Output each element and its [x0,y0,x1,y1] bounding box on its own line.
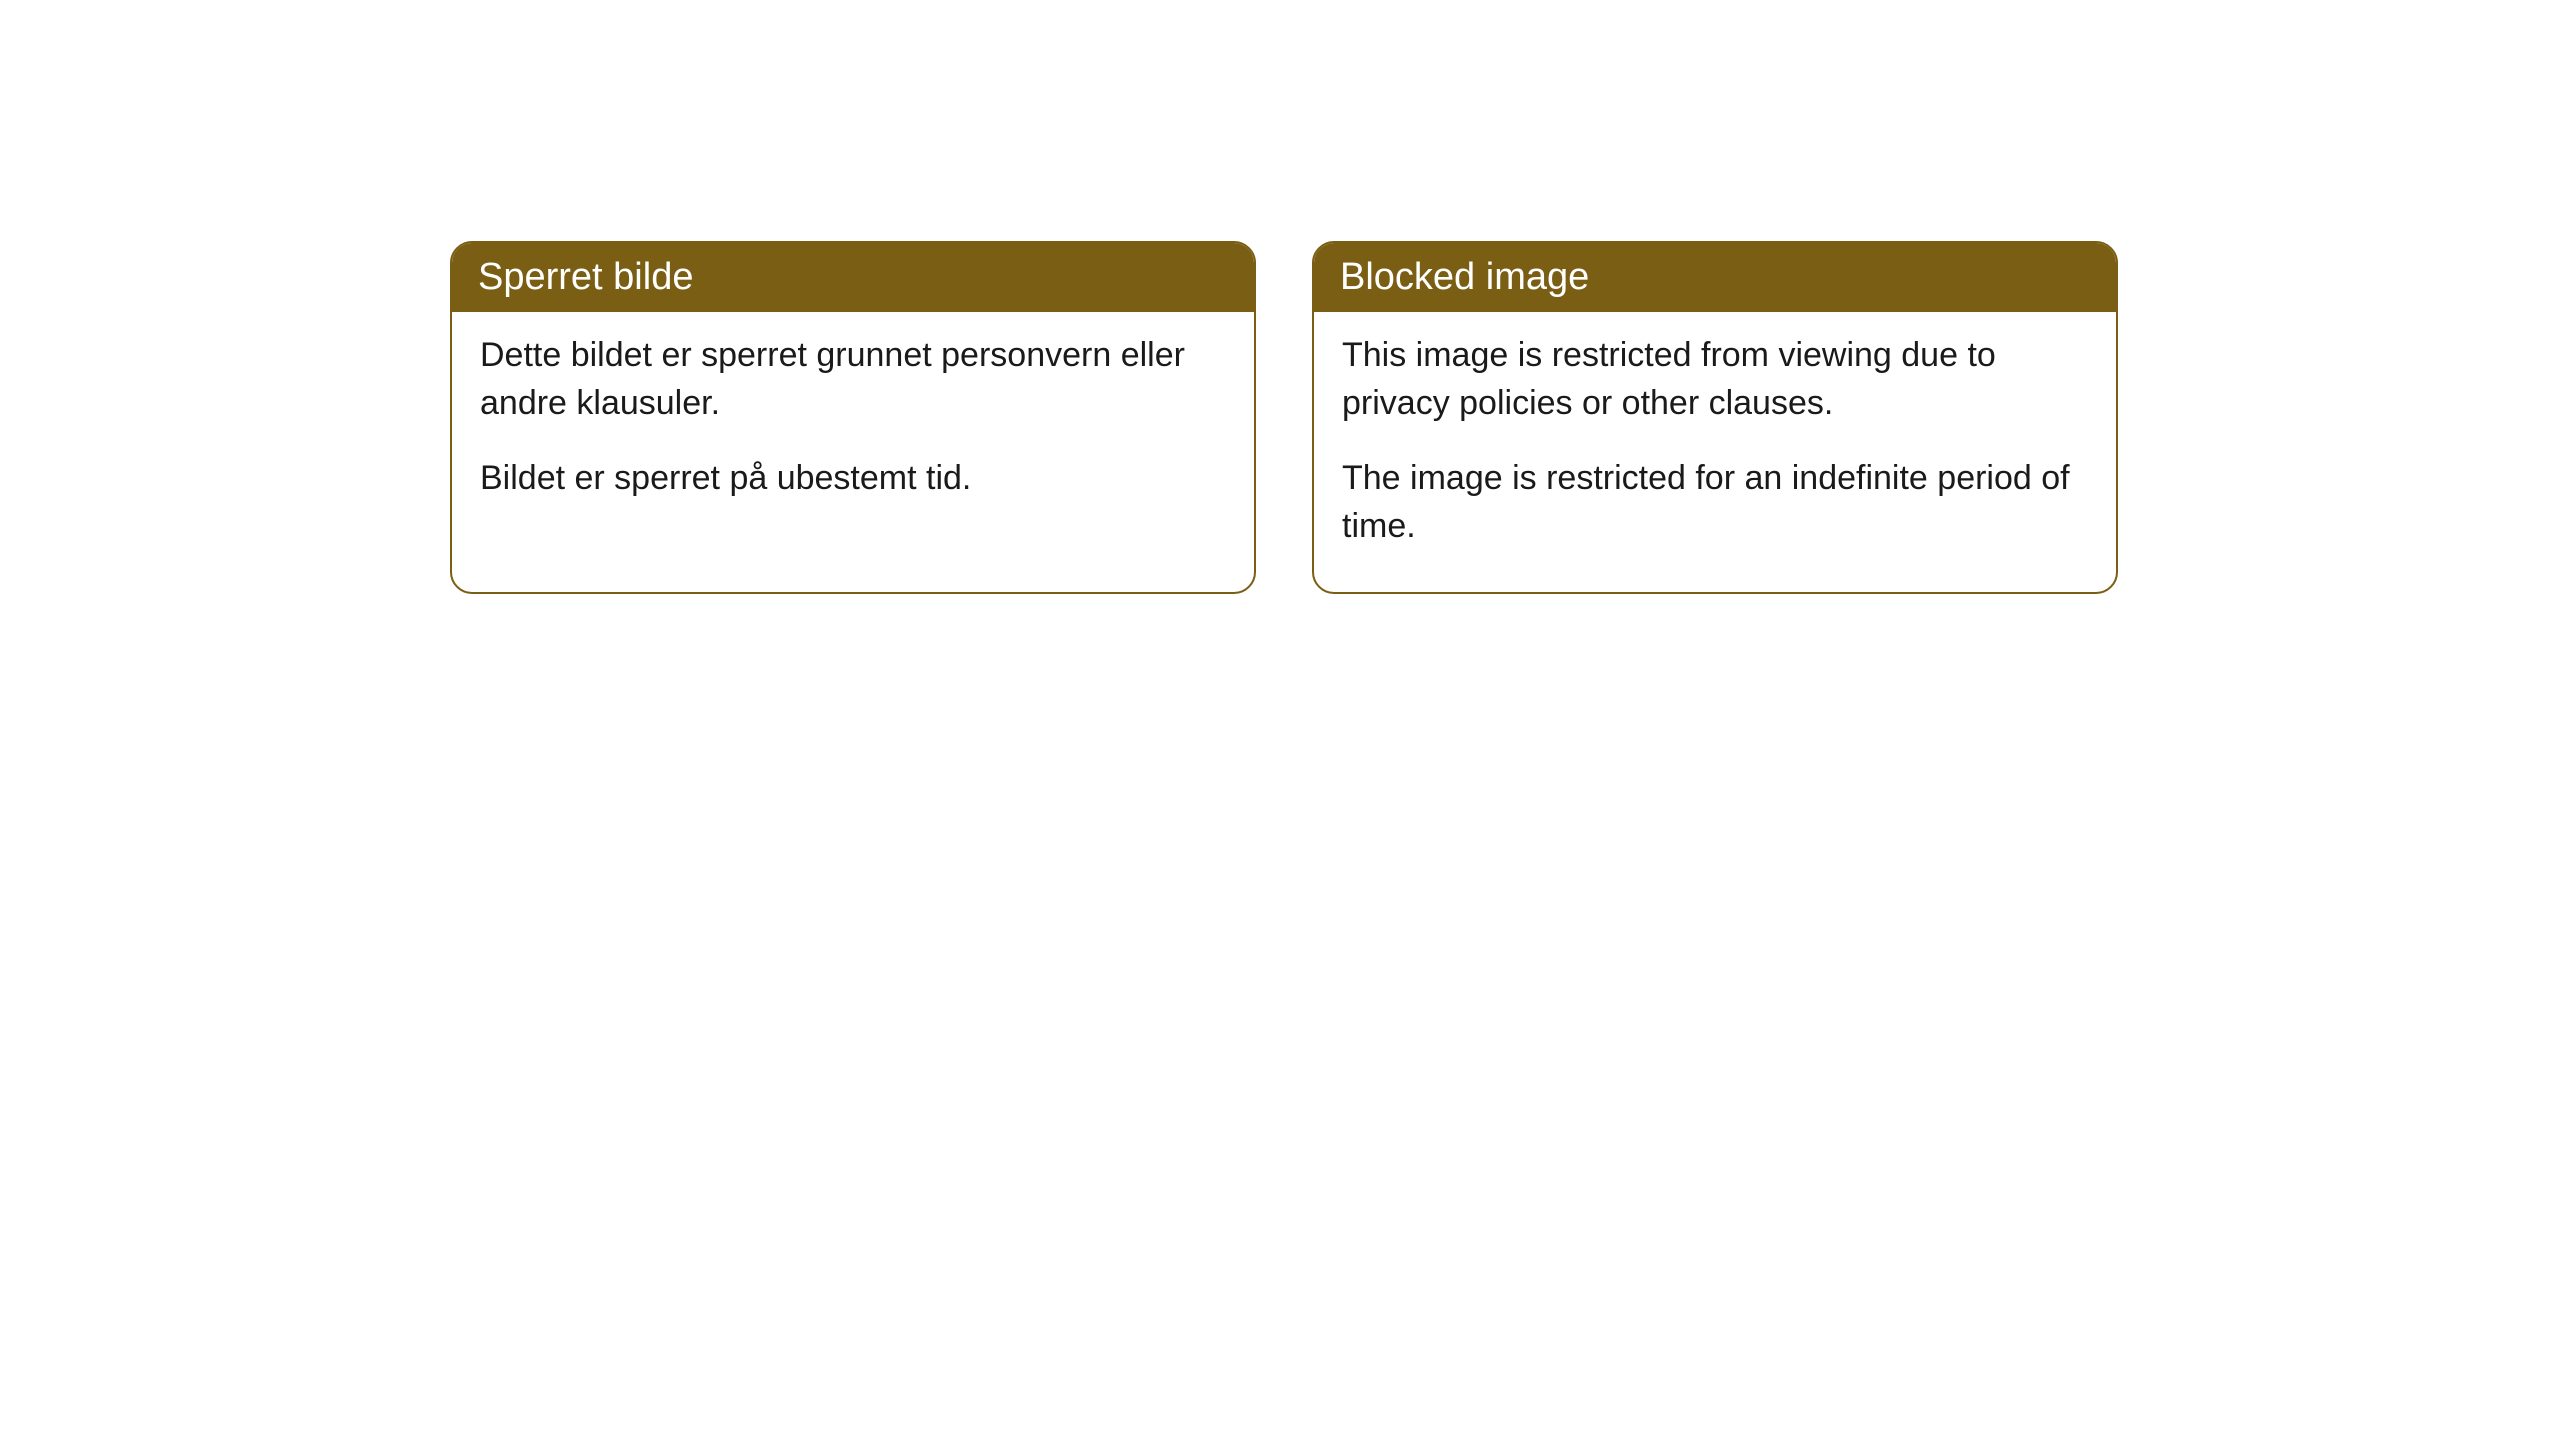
card-body: Dette bildet er sperret grunnet personve… [452,312,1254,545]
card-title: Sperret bilde [478,256,693,298]
notice-container: Sperret bilde Dette bildet er sperret gr… [0,0,2560,594]
notice-card-english: Blocked image This image is restricted f… [1312,241,2118,594]
card-paragraph: This image is restricted from viewing du… [1342,332,2088,427]
card-header: Sperret bilde [452,243,1254,312]
card-title: Blocked image [1340,256,1589,298]
card-header: Blocked image [1314,243,2116,312]
card-paragraph: Dette bildet er sperret grunnet personve… [480,332,1226,427]
card-paragraph: The image is restricted for an indefinit… [1342,455,2088,550]
notice-card-norwegian: Sperret bilde Dette bildet er sperret gr… [450,241,1256,594]
card-paragraph: Bildet er sperret på ubestemt tid. [480,455,1226,503]
card-body: This image is restricted from viewing du… [1314,312,2116,592]
